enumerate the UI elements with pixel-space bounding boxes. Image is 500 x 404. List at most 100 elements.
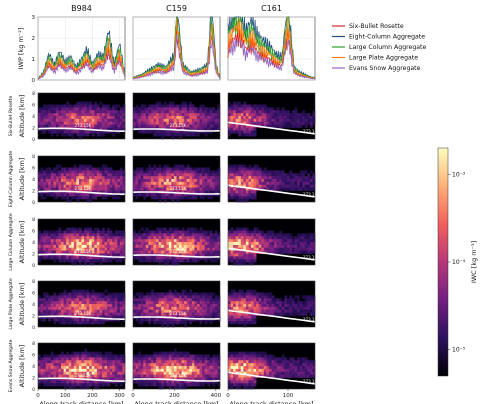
iwc-cell [310, 304, 313, 307]
iwc-cell [64, 122, 67, 125]
iwc-cell [76, 357, 79, 360]
iwc-cell [153, 122, 156, 125]
iwc-cell [297, 119, 300, 122]
iwc-cell [215, 239, 218, 242]
iwc-cell [102, 228, 105, 231]
iwc-cell [248, 182, 251, 185]
iwc-cell [310, 185, 313, 188]
iwc-cell [99, 110, 102, 113]
iwc-cell [197, 242, 200, 245]
iwc-cell [110, 293, 113, 296]
iwc-cell [282, 176, 285, 179]
iwc-cell [153, 304, 156, 307]
iwc-cell [177, 363, 180, 366]
iwc-cell [79, 196, 82, 199]
iwc-cell [166, 293, 169, 296]
iwc-cell [120, 369, 123, 372]
iwc-cell [161, 366, 164, 369]
iwc-cell [212, 170, 215, 173]
iwc-cell [102, 310, 105, 313]
iwc-cell [133, 248, 136, 251]
iwc-cell [228, 298, 231, 301]
iwc-cell [166, 245, 169, 248]
iwc-cell [58, 193, 61, 196]
iwc-cell [246, 110, 249, 113]
iwc-cell [41, 372, 44, 375]
iwc-cell [254, 316, 257, 319]
iwc-cell [305, 179, 308, 182]
iwc-cell [120, 383, 123, 386]
iwc-cell [205, 301, 208, 304]
iwc-cell [266, 182, 269, 185]
iwc-cell [177, 360, 180, 363]
iwc-cell [94, 113, 97, 116]
iwc-cell [76, 301, 79, 304]
iwc-cell [182, 295, 185, 298]
iwc-cell [207, 233, 210, 236]
iwc-cell [248, 316, 251, 319]
iwc-cell [279, 110, 282, 113]
iwc-cell [156, 231, 159, 234]
iwc-cell [99, 304, 102, 307]
iwc-cell [269, 242, 272, 245]
iwc-cell [112, 185, 115, 188]
iwc-cell [148, 233, 151, 236]
iwc-cell [254, 173, 257, 176]
iwc-cell [282, 185, 285, 188]
iwc-cell [112, 182, 115, 185]
iwc-cell [117, 304, 120, 307]
iwc-cell [192, 301, 195, 304]
iwc-cell [164, 119, 167, 122]
iwc-cell [272, 125, 275, 128]
iwc-cell [53, 375, 56, 378]
iwc-cell [251, 293, 254, 296]
iwc-cell [97, 113, 100, 116]
iwc-cell [53, 383, 56, 386]
iwc-cell [269, 119, 272, 122]
iwc-cell [182, 182, 185, 185]
iwc-cell [274, 185, 277, 188]
iwc-cell [105, 248, 108, 251]
iwc-cell [231, 293, 234, 296]
iwc-cell [159, 375, 162, 378]
iwc-cell [159, 355, 162, 358]
iwc-cell [174, 110, 177, 113]
iwc-cell [169, 360, 172, 363]
iwc-cell [66, 318, 69, 321]
iwc-cell [58, 293, 61, 296]
iwc-cell [146, 130, 149, 133]
iwc-cell [112, 176, 115, 179]
iwc-cell [289, 251, 292, 254]
iwc-cell [43, 369, 46, 372]
iwc-cell [94, 173, 97, 176]
iwc-cell [166, 119, 169, 122]
iwc-cell [82, 363, 85, 366]
iwc-cell [164, 259, 167, 262]
iwc-cell [174, 173, 177, 176]
iwc-cell [146, 363, 149, 366]
iwc-cell [117, 375, 120, 378]
iwc-cell [187, 375, 190, 378]
iwc-cell [256, 293, 259, 296]
iwc-cell [282, 236, 285, 239]
iwc-cell [272, 110, 275, 113]
iwc-cell [105, 196, 108, 199]
iwc-cell [182, 369, 185, 372]
iwc-cell [202, 185, 205, 188]
iwc-cell [74, 165, 77, 168]
iwc-cell [254, 130, 257, 133]
altitude-tick-label: 4 [32, 114, 35, 120]
iwc-cell [202, 363, 205, 366]
iwc-cell [112, 357, 115, 360]
iwc-cell [264, 236, 267, 239]
iwc-cell [297, 298, 300, 301]
iwc-cell [202, 366, 205, 369]
iwc-cell [177, 179, 180, 182]
iwc-cell [56, 170, 59, 173]
iwc-cell [115, 125, 118, 128]
iwc-cell [69, 125, 72, 128]
iwc-cell [205, 307, 208, 310]
iwc-cell [184, 298, 187, 301]
iwc-cell [161, 380, 164, 383]
iwc-cell [110, 355, 113, 358]
